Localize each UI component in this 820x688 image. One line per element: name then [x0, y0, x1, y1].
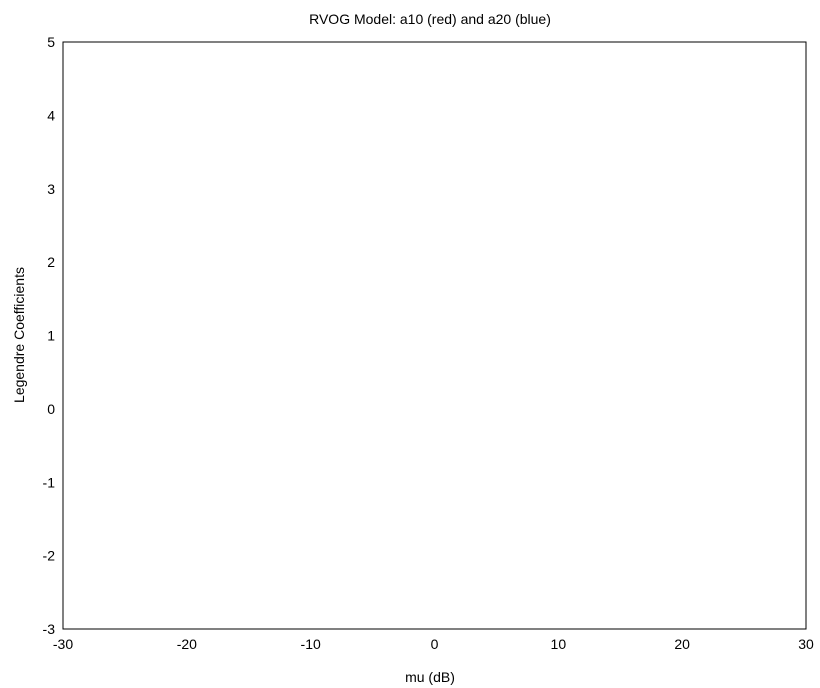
y-tick-label: 4 — [47, 107, 55, 123]
y-tick-label: 5 — [47, 34, 55, 50]
y-tick-label: -2 — [43, 548, 56, 564]
y-tick-label: 0 — [47, 401, 55, 417]
y-tick-label: 2 — [47, 254, 55, 270]
x-tick-label: 10 — [551, 636, 567, 652]
x-tick-label: 20 — [674, 636, 690, 652]
plot-border — [62, 41, 807, 630]
x-tick-label: -20 — [177, 636, 197, 652]
x-tick-label: 0 — [431, 636, 439, 652]
x-tick-label: 30 — [798, 636, 814, 652]
x-axis-label: mu (dB) — [405, 669, 455, 685]
y-tick-label: 3 — [47, 181, 55, 197]
y-tick-label: -1 — [43, 474, 56, 490]
y-tick-label: -3 — [43, 621, 56, 637]
x-tick-label: -10 — [301, 636, 321, 652]
y-tick-label: 1 — [47, 328, 55, 344]
chart-title: RVOG Model: a10 (red) and a20 (blue) — [309, 11, 551, 27]
y-axis-label: Legendre Coefficients — [11, 267, 27, 403]
x-tick-label: -30 — [53, 636, 73, 652]
